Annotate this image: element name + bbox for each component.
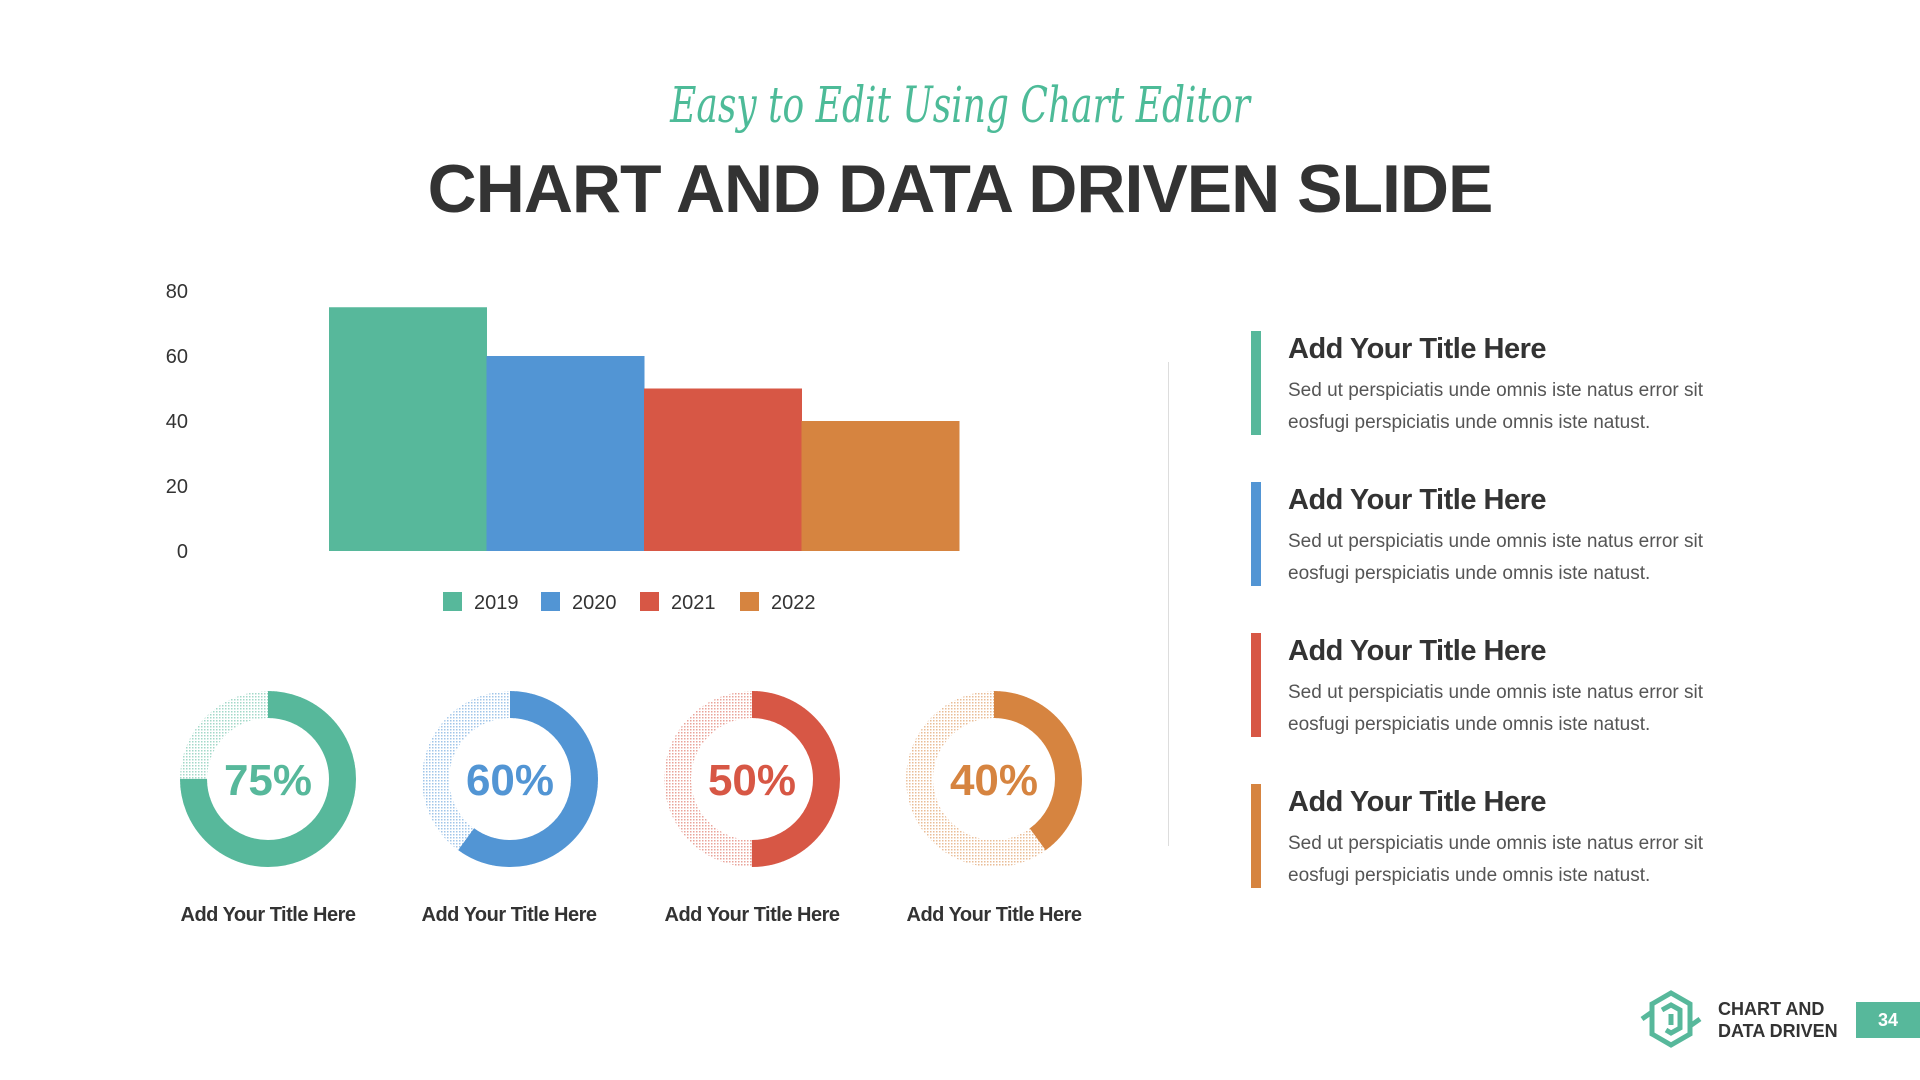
y-tick-label: 60: [166, 346, 188, 368]
donut-title-4: Add Your Title Here: [906, 904, 1082, 926]
info-item-title: Add Your Title Here: [1288, 635, 1547, 667]
y-tick-label: 80: [166, 281, 188, 303]
y-tick-label: 20: [166, 476, 188, 498]
legend-label-2022: 2022: [771, 592, 816, 614]
donut-fill-4: [906, 691, 1082, 867]
footer-brand-line2: DATA DRIVEN: [1718, 1021, 1838, 1041]
info-item-body: Sed ut perspiciatis unde omnis iste natu…: [1288, 531, 1704, 584]
accent-bar: [1251, 633, 1261, 737]
info-item-2: Add Your Title Here Sed ut perspiciatis …: [1251, 482, 1811, 586]
info-item-1: Add Your Title Here Sed ut perspiciatis …: [1251, 331, 1811, 435]
slide-subtitle: Easy to Edit Using Chart Editor: [670, 76, 1250, 134]
donut-percent-1: 75%: [224, 756, 312, 805]
accent-bar: [1251, 482, 1261, 586]
legend-swatch-2020: [541, 592, 560, 611]
accent-bar: [1251, 331, 1261, 435]
donut-fill-2: [422, 691, 598, 867]
info-item-body: Sed ut perspiciatis unde omnis iste natu…: [1288, 380, 1704, 433]
page-number: 34: [1856, 1002, 1920, 1038]
donut-fill-1: [180, 691, 356, 867]
legend-swatch-2019: [443, 592, 462, 611]
info-item-title: Add Your Title Here: [1288, 333, 1547, 365]
info-item-body: Sed ut perspiciatis unde omnis iste natu…: [1288, 833, 1704, 886]
slide-title: CHART AND DATA DRIVEN SLIDE: [427, 151, 1494, 227]
y-tick-label: 0: [177, 541, 188, 563]
hexagon-knot-logo-icon: [1640, 990, 1702, 1048]
legend-label-2019: 2019: [474, 592, 519, 614]
info-item-title: Add Your Title Here: [1288, 786, 1547, 818]
donut-title-1: Add Your Title Here: [180, 904, 356, 926]
donut-fill-3: [664, 691, 840, 867]
info-item-3: Add Your Title Here Sed ut perspiciatis …: [1251, 633, 1811, 737]
info-item-4: Add Your Title Here Sed ut perspiciatis …: [1251, 784, 1811, 888]
donut-percent-4: 40%: [950, 756, 1038, 805]
bar-2019: [329, 307, 487, 551]
footer-brand-line1: CHART AND: [1718, 999, 1825, 1019]
vertical-divider: [1168, 362, 1169, 846]
info-item-title: Add Your Title Here: [1288, 484, 1547, 516]
legend-label-2021: 2021: [671, 592, 716, 614]
bar-2022: [801, 421, 960, 551]
accent-bar: [1251, 784, 1261, 888]
donut-percent-2: 60%: [466, 756, 554, 805]
donut-percent-3: 50%: [708, 756, 796, 805]
info-item-body: Sed ut perspiciatis unde omnis iste natu…: [1288, 682, 1704, 735]
y-tick-label: 40: [166, 411, 188, 433]
legend-label-2020: 2020: [572, 592, 617, 614]
footer-brand: CHART AND DATA DRIVEN: [1718, 998, 1838, 1042]
donut-title-3: Add Your Title Here: [664, 904, 840, 926]
bar-2021: [644, 388, 802, 551]
legend-swatch-2022: [740, 592, 759, 611]
legend-swatch-2021: [640, 592, 659, 611]
bar-2020: [486, 356, 645, 551]
donut-title-2: Add Your Title Here: [421, 904, 597, 926]
